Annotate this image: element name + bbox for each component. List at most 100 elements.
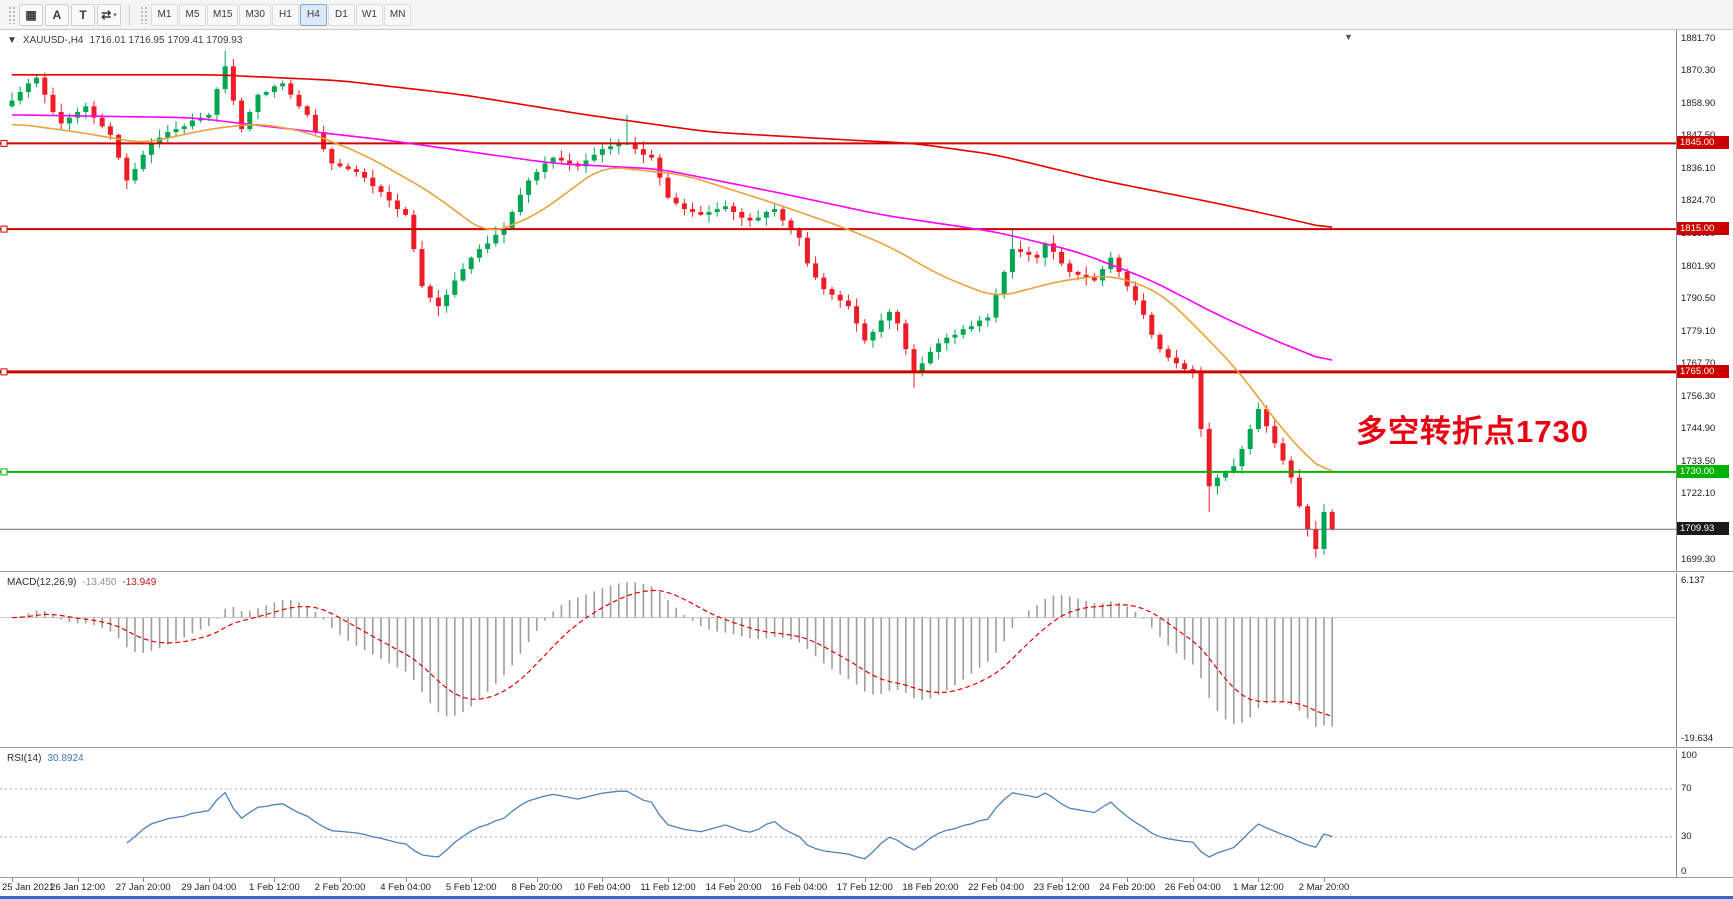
chart-collapse-icon[interactable]: ▼ — [7, 35, 17, 46]
time-axis-label: 2 Mar 20:00 — [1298, 882, 1350, 893]
rsi-axis-label: 100 — [1681, 750, 1697, 761]
price-axis[interactable] — [1676, 30, 1733, 877]
pane-separator[interactable] — [0, 571, 1733, 573]
toolbar-separator — [129, 4, 130, 25]
price-axis-label: 1779.10 — [1681, 325, 1716, 337]
annotate-a-button[interactable]: A — [45, 3, 69, 26]
time-axis-label: 14 Feb 20:00 — [705, 882, 762, 893]
time-axis-label: 16 Feb 04:00 — [771, 882, 828, 893]
rsi-line — [126, 790, 1333, 860]
rsi-value: 30.8924 — [47, 753, 84, 764]
candlesticks[interactable] — [9, 50, 1335, 558]
horizontal-level-lines[interactable] — [0, 139, 1676, 476]
objects-dropdown-icon: ⇄ — [101, 7, 112, 22]
time-axis-label: 17 Feb 12:00 — [836, 882, 893, 893]
current-price-tag: 1709.93 — [1677, 522, 1729, 536]
price-axis-label: 1858.90 — [1681, 97, 1716, 109]
time-axis-tick — [536, 878, 538, 882]
timeframe-button-h4[interactable]: H4 — [299, 3, 327, 26]
time-axis-label: 29 Jan 04:00 — [181, 882, 237, 893]
time-axis-label: 11 Feb 12:00 — [640, 882, 696, 893]
price-tag-1765.00: 1765.00 — [1677, 364, 1729, 378]
macd-label: MACD(12,26,9) -13.450 -13.949 — [7, 577, 162, 588]
text-tool-button[interactable]: T — [71, 3, 95, 26]
macd-indicator-name: MACD(12,26,9) — [7, 577, 77, 588]
level-line-anchor[interactable] — [0, 368, 8, 376]
price-tag-1815.00: 1815.00 — [1677, 222, 1729, 236]
rsi-axis-label: 0 — [1681, 866, 1687, 877]
timeframe-button-m1[interactable]: M1 — [151, 3, 178, 26]
price-axis-label: 1722.10 — [1681, 488, 1716, 500]
timeframe-button-d1[interactable]: D1 — [327, 3, 355, 26]
rsi-axis-label: 70 — [1681, 783, 1692, 794]
price-chart-pane[interactable] — [0, 30, 1676, 571]
level-line-anchor[interactable] — [0, 468, 8, 476]
price-axis-label: 1756.30 — [1681, 390, 1716, 402]
time-axis-tick — [799, 878, 801, 882]
timeframe-toolbar-drag-handle[interactable] — [140, 5, 147, 24]
toolbar-drag-handle[interactable] — [8, 5, 15, 24]
chart-header: ▼ XAUUSD-,H4 1716.01 1716.95 1709.41 1709.… — [7, 35, 248, 46]
price-axis-label: 1767.70 — [1681, 358, 1716, 370]
templates-button[interactable]: ▦ — [19, 3, 43, 26]
price-axis-label: 1790.50 — [1681, 293, 1716, 305]
macd-value: -13.450 — [82, 577, 117, 588]
price-axis-label: 1870.30 — [1681, 65, 1716, 77]
time-axis-label: 24 Feb 20:00 — [1099, 882, 1156, 893]
time-axis[interactable]: 25 Jan 2021 26 Jan 12:00 27 Jan 20:00 29 Ja… — [0, 878, 1676, 896]
macd-pane[interactable] — [0, 573, 1676, 747]
timeframe-group: M1 M5 M15 M30 H1 H4 D1 W1 MN — [151, 3, 412, 26]
objects-dropdown-button[interactable]: ⇄ ▾ — [97, 3, 121, 26]
time-axis-label: 23 Feb 12:00 — [1033, 882, 1090, 893]
time-axis-label: 26 Jan 12:00 — [50, 882, 106, 893]
time-axis-tick — [471, 878, 473, 882]
price-axis-label: 1847.50 — [1681, 130, 1715, 142]
scroll-to-end-icon[interactable]: ▼ — [1344, 32, 1353, 42]
time-axis-label: 2 Feb 20:00 — [314, 882, 366, 893]
price-axis-label: 1744.90 — [1681, 423, 1716, 435]
rsi-pane[interactable] — [0, 749, 1676, 877]
macd-histogram — [19, 582, 1333, 727]
timeframe-button-m5[interactable]: M5 — [179, 3, 206, 26]
time-axis-label: 25 Jan 2021 — [2, 882, 55, 893]
time-axis-label: 1 Feb 12:00 — [249, 882, 300, 893]
chart-ohlc-values: 1716.01 1716.95 1709.41 1709.93 — [89, 35, 243, 46]
level-line-anchor[interactable] — [0, 225, 8, 233]
timeframe-button-m30[interactable]: M30 — [239, 3, 271, 26]
time-axis-tick — [1061, 878, 1063, 882]
time-axis-tick — [733, 878, 735, 882]
time-axis-label: 8 Feb 20:00 — [511, 882, 563, 893]
price-axis-label: 1824.70 — [1681, 195, 1716, 207]
text-tool-icon: T — [79, 7, 87, 22]
annotation-text[interactable]: 多空转折点1730 — [1356, 414, 1589, 449]
rsi-axis-label: 30 — [1681, 831, 1692, 842]
time-axis-tick — [1127, 878, 1129, 882]
price-axis-label: 1733.50 — [1681, 455, 1716, 467]
time-axis-tick — [1192, 878, 1194, 882]
price-axis-label: 1801.90 — [1681, 260, 1716, 272]
time-axis-tick — [405, 878, 407, 882]
time-axis-tick — [930, 878, 932, 882]
time-axis-label: 10 Feb 04:00 — [574, 882, 631, 893]
timeframe-button-m15[interactable]: M15 — [207, 3, 239, 26]
time-axis-label: 27 Jan 20:00 — [115, 882, 171, 893]
level-line-anchor[interactable] — [0, 139, 8, 147]
time-axis-tick — [1324, 878, 1325, 882]
timeframe-button-mn[interactable]: MN — [383, 3, 412, 26]
ma-slow-red-line — [12, 73, 1333, 228]
timeframe-button-h1[interactable]: H1 — [271, 3, 299, 26]
time-axis-label: 4 Feb 04:00 — [380, 882, 431, 893]
macd-axis-max-label: 6.137 — [1681, 575, 1705, 586]
price-axis-label: 1699.30 — [1681, 553, 1716, 565]
time-axis-tick — [143, 878, 145, 882]
timeframe-button-w1[interactable]: W1 — [355, 3, 383, 26]
price-axis-label: 1836.10 — [1681, 162, 1716, 174]
moving-averages — [11, 73, 1333, 472]
macd-axis-min-label: -19.634 — [1681, 733, 1714, 744]
pane-separator[interactable] — [0, 747, 1733, 749]
time-axis-tick — [996, 878, 997, 882]
time-axis-tick — [340, 878, 341, 882]
time-axis-tick — [1258, 878, 1260, 882]
time-axis-tick — [12, 878, 13, 882]
price-tag-1845.00: 1845.00 — [1677, 136, 1729, 150]
